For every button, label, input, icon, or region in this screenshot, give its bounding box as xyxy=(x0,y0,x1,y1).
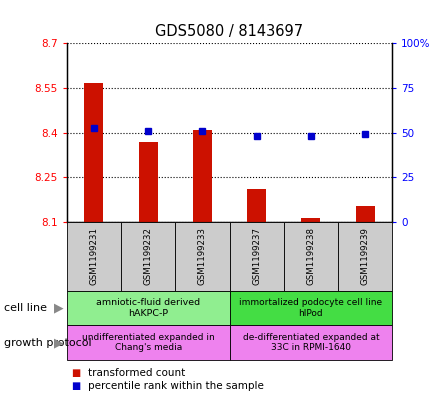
Text: GSM1199232: GSM1199232 xyxy=(143,228,152,285)
Text: ▶: ▶ xyxy=(54,336,63,349)
Text: GSM1199237: GSM1199237 xyxy=(252,228,261,285)
Bar xyxy=(138,141,157,222)
Text: amniotic-fluid derived
hAKPC-P: amniotic-fluid derived hAKPC-P xyxy=(96,298,200,318)
Bar xyxy=(193,130,212,222)
Bar xyxy=(301,218,319,222)
Bar xyxy=(355,206,374,222)
Text: ▶: ▶ xyxy=(54,301,63,315)
Text: cell line: cell line xyxy=(4,303,47,313)
Text: growth protocol: growth protocol xyxy=(4,338,92,348)
Text: GSM1199231: GSM1199231 xyxy=(89,228,98,285)
Text: ■: ■ xyxy=(71,368,80,378)
Text: percentile rank within the sample: percentile rank within the sample xyxy=(88,381,264,391)
Text: GSM1199238: GSM1199238 xyxy=(306,228,315,285)
Bar xyxy=(246,189,265,222)
Text: de-differentiated expanded at
33C in RPMI-1640: de-differentiated expanded at 33C in RPM… xyxy=(242,333,378,353)
Text: GSM1199239: GSM1199239 xyxy=(360,228,369,285)
Text: GSM1199233: GSM1199233 xyxy=(197,228,206,285)
Text: immortalized podocyte cell line
hIPod: immortalized podocyte cell line hIPod xyxy=(239,298,381,318)
Title: GDS5080 / 8143697: GDS5080 / 8143697 xyxy=(155,24,303,39)
Text: transformed count: transformed count xyxy=(88,368,185,378)
Bar xyxy=(84,83,103,222)
Text: ■: ■ xyxy=(71,381,80,391)
Text: undifferentiated expanded in
Chang's media: undifferentiated expanded in Chang's med… xyxy=(82,333,214,353)
